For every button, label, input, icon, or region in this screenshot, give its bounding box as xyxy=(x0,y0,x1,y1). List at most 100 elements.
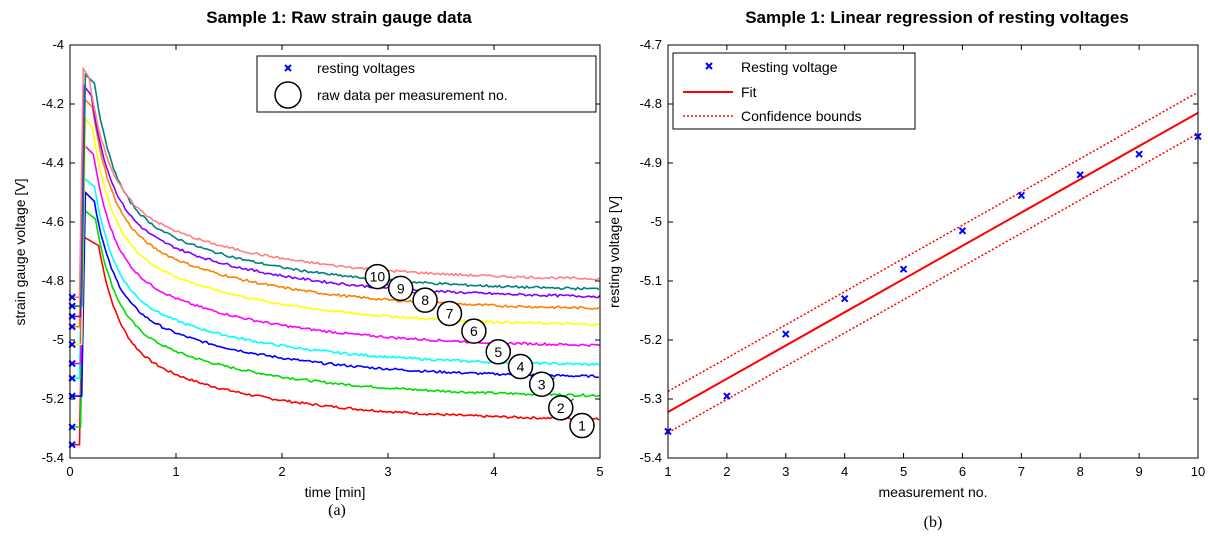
chart-b-xtick-label: 3 xyxy=(782,464,789,479)
chart-b-ytick-label: -5.4 xyxy=(640,450,662,465)
chart-b-x-ticks: 1 2 3 4 5 6 7 8 9 10 xyxy=(664,45,1205,479)
measurement-label-5: 5 xyxy=(494,344,502,360)
measurement-label-1: 1 xyxy=(578,418,586,434)
chart-a-legend-circle-marker xyxy=(274,81,302,109)
chart-a-ytick-label: -4.8 xyxy=(42,273,64,288)
chart-a-legend-label-1: resting voltages xyxy=(317,60,415,76)
chart-b-ytick-label: -4.7 xyxy=(640,37,662,52)
raw-data-series-7 xyxy=(70,96,600,328)
measurement-label-8: 8 xyxy=(421,292,429,308)
measurement-circle-2 xyxy=(548,395,574,421)
raw-data-series-2 xyxy=(70,208,601,428)
chart-a-legend-box xyxy=(256,55,597,113)
measurement-label-6: 6 xyxy=(470,323,478,339)
chart-linear-regression: Sample 1: Linear regression of resting v… xyxy=(606,8,1205,531)
chart-a-frame xyxy=(69,44,601,459)
confidence-bound-lower xyxy=(667,132,1199,434)
raw-data-series-5 xyxy=(70,143,601,365)
chart-b-ytick-label: -4.8 xyxy=(640,96,662,111)
resting-voltage-point-4 xyxy=(840,294,849,303)
raw-data-series-10 xyxy=(70,65,601,298)
chart-b-xtick-label: 7 xyxy=(1018,464,1025,479)
chart-a-ytick-label: -4 xyxy=(52,37,64,52)
chart-a-legend: resting voltages raw data per measuremen… xyxy=(256,55,597,113)
chart-a-legend-label-2: raw data per measurement no. xyxy=(317,87,508,103)
chart-a-legend-x-marker xyxy=(284,64,292,72)
chart-b-frame xyxy=(667,44,1199,459)
chart-a-ytick-label: -4.4 xyxy=(42,155,64,170)
chart-a-xtick-label: 4 xyxy=(490,464,497,479)
chart-b-title: Sample 1: Linear regression of resting v… xyxy=(745,8,1129,27)
resting-voltage-point-7 xyxy=(1017,191,1026,200)
resting-voltage-point-2 xyxy=(723,392,731,400)
fit-line xyxy=(667,111,1199,413)
measurement-circle-4 xyxy=(507,353,534,380)
chart-b-sublabel: (b) xyxy=(924,514,943,531)
measurement-circle-3 xyxy=(528,371,555,397)
chart-b-ytick-label: -5 xyxy=(650,214,662,229)
chart-a-sublabel: (a) xyxy=(328,502,346,519)
chart-a-xtick-label: 0 xyxy=(66,464,73,479)
resting-voltage-point-6 xyxy=(958,227,967,235)
chart-b-legend-label-1: Resting voltage xyxy=(741,59,838,75)
measurement-circle-6 xyxy=(461,318,487,344)
chart-a-ytick-label: -4.6 xyxy=(42,214,64,229)
measurement-circle-10 xyxy=(364,263,391,290)
chart-b-ytick-label: -4.9 xyxy=(640,155,662,170)
chart-b-lines xyxy=(667,91,1199,434)
confidence-bound-upper xyxy=(667,91,1199,392)
chart-b-ytick-label: -5.2 xyxy=(640,332,662,347)
chart-b-legend-label-3: Confidence bounds xyxy=(741,108,862,124)
chart-a-xtick-label: 5 xyxy=(596,464,603,479)
raw-data-series-1 xyxy=(70,235,600,446)
chart-b-xtick-label: 6 xyxy=(959,464,966,479)
chart-b-y-ticks: -5.4 -5.3 -5.2 -5.1 -5 -4.9 -4.8 -4.7 xyxy=(640,37,1198,465)
measurement-label-3: 3 xyxy=(538,376,546,392)
chart-b-legend-x-marker xyxy=(705,62,713,70)
chart-b-xtick-label: 8 xyxy=(1077,464,1084,479)
chart-a-y-ticks: -5.4 -5.2 -5 -4.8 -4.6 -4.4 -4.2 -4 xyxy=(42,37,600,465)
measurement-label-9: 9 xyxy=(397,280,405,296)
measurement-label-10: 10 xyxy=(370,269,386,285)
resting-voltage-point-5 xyxy=(899,265,908,273)
chart-b-ytick-label: -5.3 xyxy=(640,391,662,406)
chart-b-xlabel: measurement no. xyxy=(879,484,988,500)
chart-a-series-group xyxy=(70,65,601,446)
chart-b-xtick-label: 2 xyxy=(723,464,730,479)
measurement-circle-9 xyxy=(387,275,414,302)
chart-a-ytick-label: -5.2 xyxy=(42,391,64,406)
measurement-circle-7 xyxy=(436,300,463,327)
chart-b-xtick-label: 4 xyxy=(841,464,848,479)
chart-a-title: Sample 1: Raw strain gauge data xyxy=(206,8,472,27)
chart-b-legend-label-2: Fit xyxy=(741,84,757,100)
chart-b-ytick-label: -5.1 xyxy=(640,273,662,288)
chart-a-ytick-label: -5.4 xyxy=(42,450,64,465)
chart-b-ylabel: resting voltage [V] xyxy=(606,196,622,308)
chart-a-xtick-label: 3 xyxy=(384,464,391,479)
chart-a-xlabel: time [min] xyxy=(305,484,366,500)
resting-voltage-point-9 xyxy=(1135,150,1143,158)
chart-a-xtick-label: 2 xyxy=(278,464,285,479)
chart-b-xtick-label: 1 xyxy=(664,464,671,479)
chart-a-ylabel: strain gauge voltage [V] xyxy=(12,178,28,325)
raw-data-series-8 xyxy=(70,84,601,318)
chart-a-xtick-label: 1 xyxy=(172,464,179,479)
chart-raw-strain-gauge: Sample 1: Raw strain gauge data 12345678… xyxy=(12,8,604,519)
measurement-circle-8 xyxy=(412,287,438,313)
raw-data-series-9 xyxy=(70,72,600,307)
chart-b-xtick-label: 9 xyxy=(1135,464,1142,479)
chart-b-legend: Resting voltage Fit Confidence bounds xyxy=(672,52,916,130)
chart-b-xtick-label: 5 xyxy=(900,464,907,479)
raw-data-series-6 xyxy=(70,116,600,346)
measurement-label-7: 7 xyxy=(446,305,454,321)
chart-a-ytick-label: -4.2 xyxy=(42,96,64,111)
chart-b-xtick-label: 10 xyxy=(1191,464,1205,479)
chart-b-points xyxy=(664,132,1202,436)
measurement-label-2: 2 xyxy=(557,400,565,416)
resting-voltage-point-8 xyxy=(1076,171,1084,179)
resting-voltage-point-3 xyxy=(782,330,790,338)
measurement-circle-1 xyxy=(569,412,595,439)
